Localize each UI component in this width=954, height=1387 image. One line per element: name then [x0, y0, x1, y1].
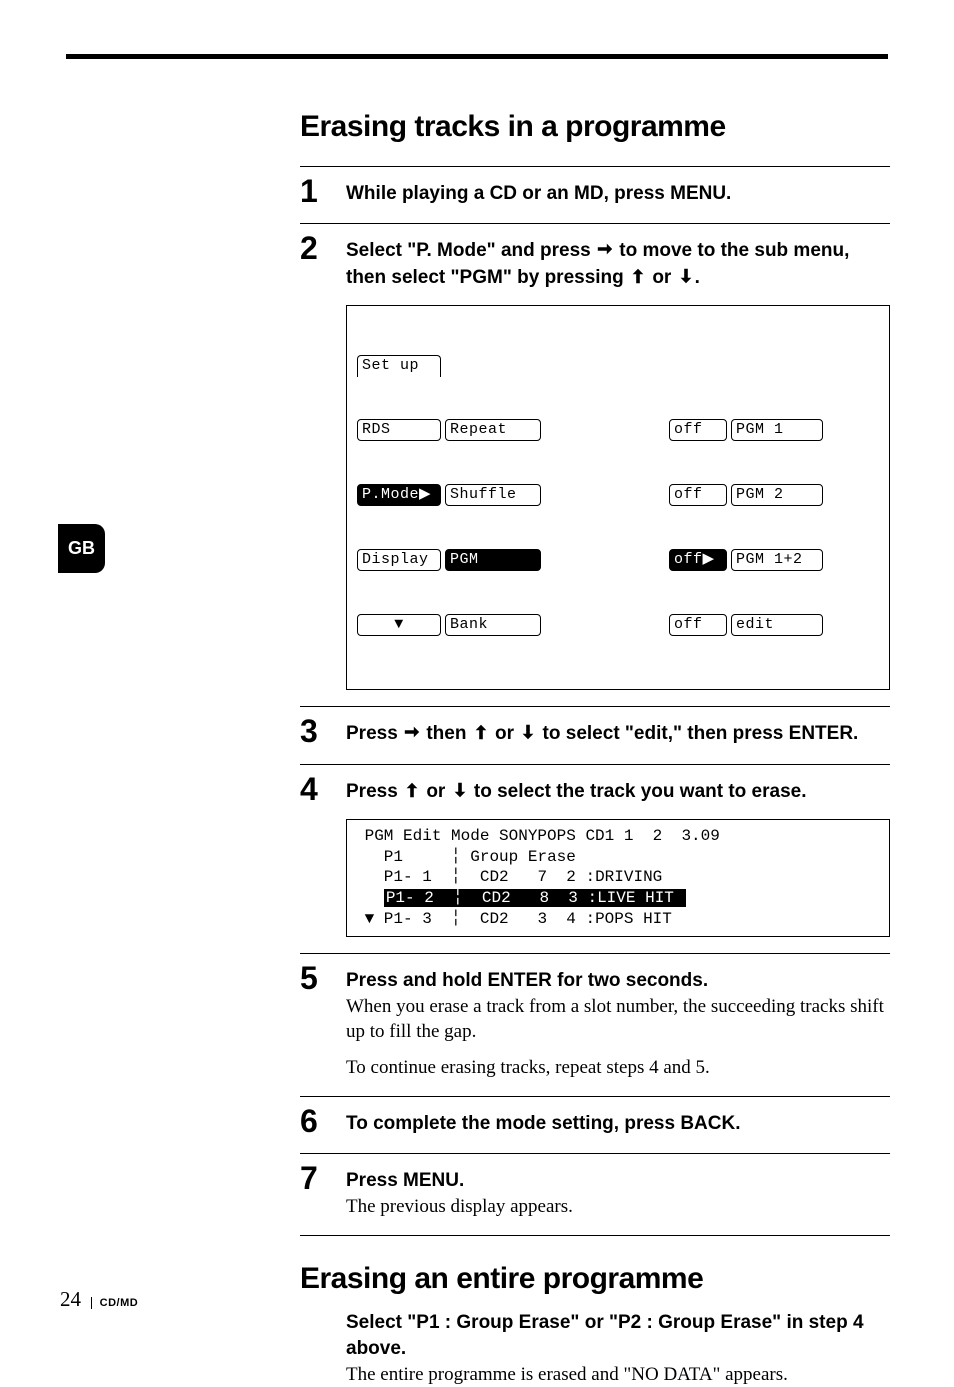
step-5: 5 Press and hold ENTER for two seconds. … [300, 953, 890, 1097]
side-tab: GB [58, 524, 105, 573]
lcd-cell: P.Mode▶ [357, 484, 441, 506]
lcd-cell: PGM [445, 549, 541, 571]
page-number: 24 [60, 1287, 81, 1311]
lcd-cell: PGM 1+2 [731, 549, 823, 571]
step-4: 4 Press or to select the track you want … [300, 764, 890, 953]
lcd-cell: Bank [445, 614, 541, 636]
text: . [695, 267, 700, 288]
lcd-line [355, 889, 384, 907]
lcd-cell: RDS [357, 419, 441, 441]
step-text: Press and hold ENTER for two seconds. [346, 968, 890, 994]
step-text: While playing a CD or an MD, press MENU. [346, 181, 890, 207]
step-number: 1 [300, 173, 338, 210]
step-text: Press or to select the track you want to… [346, 779, 890, 807]
lcd-cell: edit [731, 614, 823, 636]
arrow-down-icon [451, 781, 469, 807]
step-text: Press MENU. [346, 1168, 890, 1194]
section-title-1: Erasing tracks in a programme [300, 110, 890, 144]
step-number: 4 [300, 771, 338, 808]
text: or [647, 267, 677, 288]
lcd-cell: PGM 2 [731, 484, 823, 506]
arrow-right-icon [596, 240, 614, 266]
text: or [490, 723, 520, 744]
lcd-cell: PGM 1 [731, 419, 823, 441]
lcd-line: P1 ╎ Group Erase [355, 848, 576, 866]
section2-bold: Select "P1 : Group Erase" or "P2 : Group… [346, 1310, 890, 1361]
lcd-line: ▼ P1- 3 ╎ CD2 3 4 :POPS HIT [355, 910, 672, 928]
step-number: 2 [300, 230, 338, 267]
lcd-cell: off [669, 484, 727, 506]
lcd-cell: off [669, 614, 727, 636]
lcd-cell: Repeat [445, 419, 541, 441]
step-1: 1 While playing a CD or an MD, press MEN… [300, 166, 890, 223]
step-text: Select "P. Mode" and press to move to th… [346, 238, 890, 293]
arrow-down-icon [519, 723, 537, 749]
step-7: 7 Press MENU. The previous display appea… [300, 1153, 890, 1236]
arrow-up-icon [403, 781, 421, 807]
step-body: When you erase a track from a slot numbe… [346, 994, 890, 1045]
section-label: CD/MD [91, 1297, 139, 1309]
text: to select the track you want to erase. [469, 781, 807, 802]
step-number: 6 [300, 1103, 338, 1140]
lcd-cell: ▼ [357, 614, 441, 636]
text: Select "P. Mode" and press [346, 240, 596, 261]
page-content: Erasing tracks in a programme 1 While pl… [300, 110, 890, 1387]
lcd-line: P1- 1 ╎ CD2 7 2 :DRIVING [355, 868, 662, 886]
lcd-cell: off [669, 419, 727, 441]
step-body: To continue erasing tracks, repeat steps… [346, 1055, 890, 1081]
lcd-cell: Display [357, 549, 441, 571]
lcd-cell: off▶ [669, 549, 727, 571]
step-number: 3 [300, 713, 338, 750]
arrow-down-icon [677, 267, 695, 293]
page-footer: 24 CD/MD [60, 1287, 138, 1312]
step-text: To complete the mode setting, press BACK… [346, 1111, 890, 1137]
step-2: 2 Select "P. Mode" and press to move to … [300, 223, 890, 706]
lcd-cell: Shuffle [445, 484, 541, 506]
section-title-2: Erasing an entire programme [300, 1262, 890, 1296]
lcd-display-2: PGM Edit Mode SONYPOPS CD1 1 2 3.09 P1 ╎… [346, 819, 890, 937]
lcd-display-1: Set up RDS Repeat off PGM 1 P.Mode▶ Shuf… [346, 305, 890, 690]
lcd-cell: Set up [357, 355, 441, 377]
step-body: The previous display appears. [346, 1194, 890, 1220]
text: then [421, 723, 472, 744]
step-3: 3 Press then or to select "edit," then p… [300, 706, 890, 765]
text: to select "edit," then press ENTER. [537, 723, 858, 744]
text: Press [346, 781, 403, 802]
text: Press [346, 723, 403, 744]
section2-body: The entire programme is erased and "NO D… [346, 1362, 890, 1387]
step-number: 7 [300, 1160, 338, 1197]
lcd-line: PGM Edit Mode SONYPOPS CD1 1 2 3.09 [355, 827, 720, 845]
arrow-up-icon [472, 723, 490, 749]
step-text: Press then or to select "edit," then pre… [346, 721, 890, 749]
arrow-up-icon [629, 267, 647, 293]
text: or [421, 781, 451, 802]
step-6: 6 To complete the mode setting, press BA… [300, 1096, 890, 1153]
arrow-right-icon [403, 723, 421, 749]
step-number: 5 [300, 960, 338, 997]
top-rule [66, 54, 888, 59]
lcd-line-selected: P1- 2 ╎ CD2 8 3 :LIVE HIT [384, 889, 686, 907]
